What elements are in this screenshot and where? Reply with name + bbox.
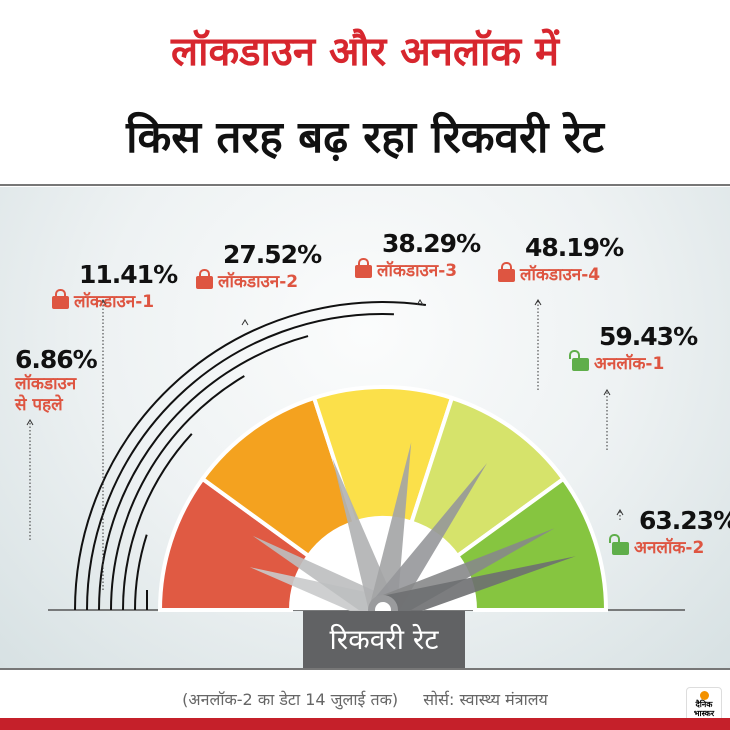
progress-arc	[122, 433, 193, 611]
value-label: 38.29%	[382, 229, 481, 258]
arrow-head-icon	[241, 319, 249, 326]
label-lockdown-3: 38.29% लॉकडाउन-3	[355, 229, 481, 281]
bottom-bar	[0, 718, 730, 730]
phase-label: लॉकडाउन से पहले	[15, 374, 77, 415]
value-label: 6.86%	[15, 345, 98, 374]
title-line-1: लॉकडाउन और अनलॉक में	[170, 29, 560, 75]
arrow-head-icon	[99, 299, 107, 306]
arrow-head-icon	[416, 299, 424, 306]
header: लॉकडाउन और अनलॉक में किस तरह बढ़ रहा रिक…	[0, 0, 730, 186]
label-unlock-1: 59.43% अनलॉक-1	[569, 322, 698, 374]
label-lockdown-2: 27.52% लॉकडाउन-2	[196, 240, 322, 292]
arrow-head-icon	[534, 299, 542, 306]
footer: (अनलॉक-2 का डेटा 14 जुलाई तक) सोर्स: स्व…	[0, 688, 730, 710]
phase-label: लॉकडाउन-3	[377, 261, 458, 281]
gauge-needle	[252, 535, 390, 623]
arrow-head-icon	[603, 389, 611, 396]
progress-arc	[134, 534, 148, 611]
recovery-rate-label: रिकवरी रेट	[303, 611, 465, 668]
label-lockdown-4: 48.19% लॉकडाउन-4	[498, 233, 624, 285]
lock-icon	[52, 289, 69, 309]
title-line-2: किस तरह बढ़ रहा रिकवरी रेट	[126, 112, 604, 163]
progress-arc	[74, 301, 427, 611]
value-label: 48.19%	[525, 233, 624, 262]
data-note: (अनलॉक-2 का डेटा 14 जुलाई तक)	[182, 690, 399, 709]
arrow-head-icon	[26, 419, 34, 426]
value-label: 11.41%	[79, 260, 178, 289]
progress-arc	[86, 313, 394, 611]
arrow-head-icon	[616, 509, 624, 516]
lock-icon	[498, 262, 515, 282]
lock-icon	[196, 269, 213, 289]
phase-label: अनलॉक-1	[594, 354, 665, 374]
phase-label: लॉकडाउन-2	[218, 272, 299, 292]
label-lockdown-1: 11.41% लॉकडाउन-1	[52, 260, 178, 312]
unlock-icon	[569, 350, 589, 371]
value-label: 63.23%	[639, 506, 730, 535]
value-label: 27.52%	[223, 240, 322, 269]
label-pre-lockdown: 6.86% लॉकडाउन से पहले	[15, 345, 98, 416]
source-text: सोर्स: स्वास्थ्य मंत्रालय	[423, 690, 548, 709]
gauge-needle	[379, 556, 576, 624]
label-unlock-2: 63.23% अनलॉक-2	[609, 506, 730, 558]
phase-label: लॉकडाउन-4	[520, 265, 601, 285]
phase-label: अनलॉक-2	[634, 538, 705, 558]
value-label: 59.43%	[599, 322, 698, 351]
progress-arc	[110, 375, 245, 611]
lock-icon	[355, 258, 372, 278]
phase-label: लॉकडाउन-1	[74, 292, 155, 312]
gauge-needle	[249, 567, 388, 624]
progress-arc	[98, 335, 309, 611]
gauge-needle	[369, 442, 412, 613]
gauge-needle	[371, 463, 487, 619]
unlock-icon	[609, 534, 629, 555]
